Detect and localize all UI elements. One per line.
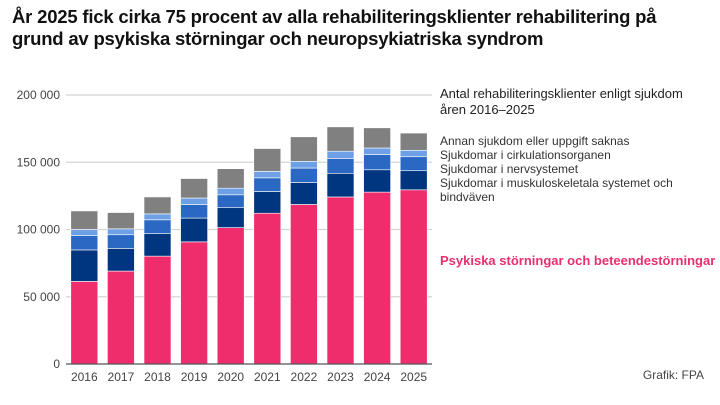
bar-segment [70,210,99,230]
bar-segment [399,189,428,365]
bar-segment [399,156,428,172]
bar-segment [290,161,318,169]
chart-title: År 2025 fick cirka 75 procent av alla re… [12,6,657,49]
x-tick-label: 2022 [291,370,318,384]
x-tick-label: 2021 [254,370,281,384]
bar-segment [216,194,245,209]
bar-segment [143,196,172,215]
bar-segment [363,169,391,193]
bar-segment [399,149,428,158]
bar-segment [326,158,355,174]
bar-segment [107,234,135,249]
bar-segment [399,132,428,151]
bar-segment [107,212,135,230]
y-tick-label: 0 [53,357,60,371]
y-tick-label: 50 000 [23,290,60,304]
bar-segment [253,212,282,365]
legend-psykiska: Psykiska störningar och beteendestörning… [440,253,716,268]
y-tick-label: 200 000 [17,88,61,102]
bar-segment [363,147,391,155]
legend-nervsystem: Sjukdomar i nervsystemet [440,162,579,176]
bar-segment [253,177,282,192]
x-tick-label: 2018 [144,370,171,384]
bar-segment [70,229,99,236]
bar-segment [216,187,245,196]
x-tick-label: 2023 [327,370,354,384]
bar-segment [180,217,208,243]
bar-segment [180,204,208,219]
bar-segment [143,213,172,221]
x-tick-label: 2024 [364,370,391,384]
legend-cirkulation: Sjukdomar i cirkulationsorganen [440,148,611,162]
bar-segment [253,171,282,179]
legend-annan: Annan sjukdom eller uppgift saknas [440,134,630,148]
bar-segment [70,249,99,282]
bar-segment [180,178,208,199]
bar-segment [290,167,318,183]
bar-segment [399,170,428,191]
x-tick-label: 2019 [181,370,208,384]
bar-segment [290,204,318,365]
legend-muskuloskeletal: Sjukdomar i muskuloskeletala systemet oc… [440,176,673,204]
bar-segment [216,227,245,365]
bar-segment [216,168,245,189]
x-tick-label: 2017 [108,370,135,384]
bar-segment [107,270,135,365]
bar-segment [326,126,355,152]
bar-segment [180,241,208,365]
bar-segment [326,150,355,159]
bar-segment [70,281,99,365]
bar-segment [143,255,172,365]
bar-segment [70,235,99,251]
y-tick-label: 150 000 [17,155,61,169]
x-tick-label: 2016 [71,370,98,384]
bar-segment [253,148,282,172]
x-tick-label: 2020 [217,370,244,384]
bar-segment [290,182,318,205]
credit: Grafik: FPA [642,368,704,382]
bar-segment [326,196,355,365]
bar-segment [326,172,355,198]
bar-segment [290,136,318,162]
bar-segment [107,228,135,236]
bar-segment [363,127,391,149]
bar-segment [363,191,391,365]
bar-segment [216,207,245,228]
bar-segment [143,219,172,234]
bar-segment [107,248,135,272]
y-tick-label: 100 000 [17,223,61,237]
bar-segment [253,191,282,214]
x-tick-label: 2025 [400,370,427,384]
chart-subtitle: Antal rehabiliteringsklienter enligt sju… [440,86,683,117]
bar-segment [363,154,391,171]
bar-segment [143,233,172,257]
bar-segment [180,197,208,205]
